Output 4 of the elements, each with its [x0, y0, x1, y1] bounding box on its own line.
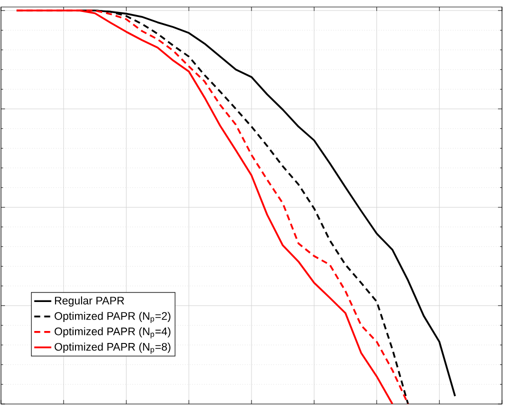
legend-label: Optimized PAPR (N$_{p}$=8) — [54, 342, 170, 354]
legend-label: Optimized PAPR (N$_{p}$=4) — [54, 327, 170, 338]
legend-label: Optimized PAPR (N$_{p}$=2) — [54, 312, 170, 323]
legend-label: Regular PAPR — [55, 296, 124, 307]
